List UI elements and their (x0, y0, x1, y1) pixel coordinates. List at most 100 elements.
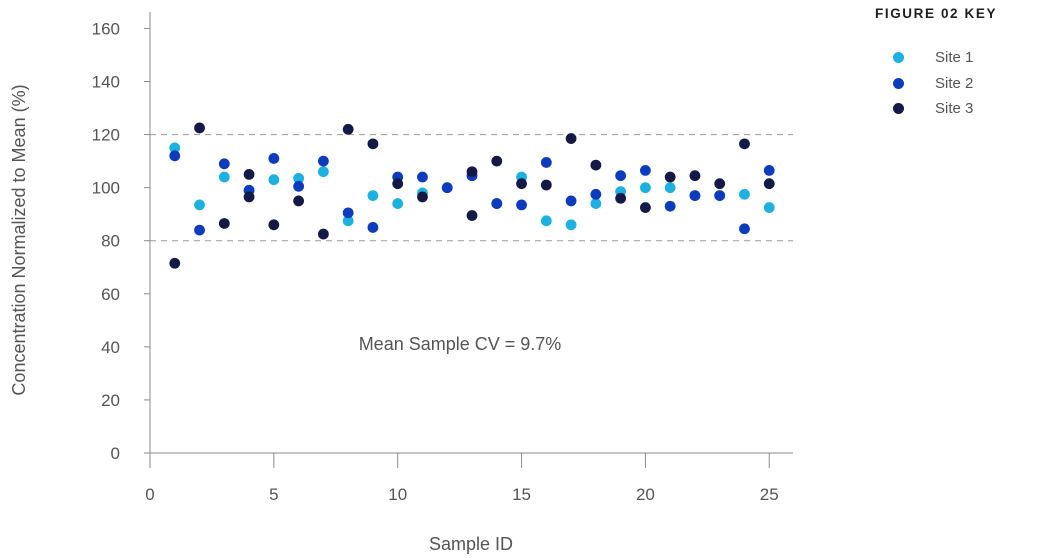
point-site-1-21 (664, 182, 676, 194)
point-site-2-25 (763, 165, 775, 176)
point-site-1-8 (342, 215, 354, 227)
point-site-3-22 (664, 171, 676, 183)
point-site-3-14 (466, 210, 478, 221)
point-site-2-15 (516, 199, 527, 211)
point-site-2-5 (268, 153, 280, 164)
point-site-3-8 (317, 228, 329, 240)
data-points (169, 122, 775, 269)
point-site-2-11 (417, 171, 428, 183)
point-site-3-25 (739, 138, 750, 150)
point-site-2-6 (293, 180, 305, 192)
point-site-1-3 (218, 171, 230, 183)
point-site-1-25 (763, 202, 775, 213)
point-site-3-2 (194, 122, 205, 134)
point-site-1-5 (268, 174, 280, 186)
point-site-3-3 (218, 218, 230, 229)
point-site-3-13 (466, 166, 478, 178)
point-site-3-24 (714, 178, 726, 190)
point-site-3-26 (763, 178, 775, 190)
point-site-3-12 (417, 191, 428, 203)
x-axis-title: Sample ID (429, 534, 513, 554)
y-tick-label-160: 160 (92, 19, 120, 38)
point-site-2-16 (540, 157, 552, 168)
x-axis-ticks: 0 5 10 15 20 25 (145, 453, 779, 504)
point-site-1-9 (367, 190, 379, 202)
point-site-1-10 (392, 198, 404, 209)
x-tick-label-5: 5 (269, 485, 278, 504)
point-site-1-1 (169, 142, 181, 154)
x-tick-label-25: 25 (760, 485, 779, 504)
point-site-2-9 (367, 222, 379, 233)
y-tick-label-40: 40 (101, 338, 120, 357)
point-site-1-16 (540, 215, 552, 227)
point-site-1-2 (194, 199, 205, 211)
point-site-3-20 (615, 192, 627, 204)
point-site-3-19 (590, 159, 602, 171)
legend-list: Site 1 Site 2 Site 3 (875, 45, 1043, 122)
legend-item-site-3[interactable]: Site 3 (875, 96, 1043, 122)
legend: FIGURE 02 KEY Site 1 Site 2 Site 3 (875, 6, 1043, 122)
legend-item-site-2[interactable]: Site 2 (875, 71, 1043, 97)
x-tick-label-15: 15 (512, 485, 531, 504)
point-site-3-15 (491, 155, 503, 167)
point-site-1-20 (640, 182, 651, 194)
y-tick-label-140: 140 (92, 73, 120, 92)
point-site-2-22 (689, 190, 701, 202)
legend-label-site-3: Site 3 (935, 100, 974, 118)
point-site-2-14 (491, 198, 503, 209)
legend-title: FIGURE 02 KEY (875, 6, 998, 21)
point-site-3-17 (540, 179, 552, 191)
point-site-1-17 (565, 219, 577, 231)
point-site-3-6 (268, 219, 280, 231)
axes (149, 12, 793, 454)
point-site-3-10 (367, 138, 379, 150)
y-axis-ticks: 0 20 40 60 80 100 120 140 160 (92, 19, 150, 463)
x-tick-label-0: 0 (145, 485, 154, 504)
point-site-1-7 (317, 166, 329, 178)
x-tick-label-20: 20 (636, 485, 655, 504)
point-site-3-16 (516, 178, 527, 190)
legend-marker-site-3 (893, 103, 904, 115)
point-site-2-2 (194, 224, 205, 236)
legend-item-site-1[interactable]: Site 1 (875, 45, 1043, 71)
y-tick-label-120: 120 (92, 126, 120, 145)
point-site-2-12 (441, 182, 453, 194)
point-site-3-1 (169, 257, 181, 269)
legend-marker-site-2 (893, 77, 904, 89)
point-site-3-23 (689, 170, 701, 182)
point-site-2-7 (317, 155, 329, 167)
legend-label-site-1: Site 1 (935, 49, 974, 67)
point-site-2-19 (615, 170, 627, 182)
point-site-2-21 (664, 200, 676, 212)
point-site-3-7 (293, 195, 305, 207)
point-site-3-9 (342, 123, 354, 135)
legend-marker-site-1 (893, 52, 904, 64)
point-site-2-8 (342, 207, 354, 219)
y-tick-label-0: 0 (111, 444, 120, 463)
legend-label-site-2: Site 2 (935, 74, 974, 92)
point-site-2-1 (169, 150, 181, 162)
point-site-1-24 (739, 188, 750, 200)
x-tick-label-10: 10 (388, 485, 407, 504)
y-tick-label-100: 100 (92, 179, 120, 198)
point-site-2-18 (590, 188, 602, 200)
point-site-1-18 (590, 198, 602, 209)
point-site-3-11 (392, 178, 404, 190)
cv-annotation: Mean Sample CV = 9.7% (359, 334, 562, 354)
y-tick-label-60: 60 (101, 285, 120, 304)
point-site-2-24 (739, 223, 750, 235)
point-site-3-5 (243, 191, 255, 203)
y-tick-label-20: 20 (101, 391, 120, 410)
point-site-2-3 (218, 158, 230, 170)
point-site-2-20 (640, 165, 651, 176)
point-site-2-17 (565, 195, 577, 207)
point-site-3-21 (640, 202, 651, 213)
y-axis-title: Concentration Normalized to Mean (%) (9, 84, 29, 395)
y-tick-label-80: 80 (101, 232, 120, 251)
point-site-1-6 (293, 172, 305, 184)
point-site-2-23 (714, 190, 726, 202)
reference-lines (150, 134, 793, 242)
point-site-3-4 (243, 168, 255, 180)
point-site-3-18 (565, 133, 577, 144)
